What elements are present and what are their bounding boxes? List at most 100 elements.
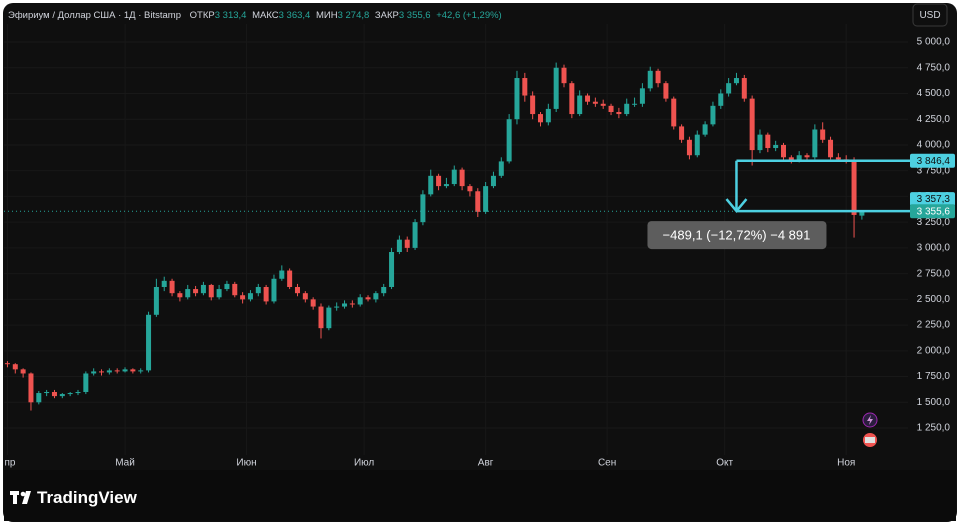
candle-body	[530, 95, 536, 115]
side-icons	[862, 412, 878, 447]
candle-body	[788, 157, 794, 161]
candle-body	[412, 222, 418, 248]
overlay: 1 250,0 1 500,0 1 750,0 2 000,0 2 250,0 2 500…	[5, 37, 955, 469]
candle-body	[663, 83, 669, 99]
x-tick-label: Май	[115, 458, 135, 469]
candle-body	[780, 144, 786, 158]
candle-body	[765, 134, 771, 149]
y-tick-label: 5 000,0	[917, 37, 951, 48]
candle-body	[632, 103, 638, 105]
symbol: Эфириум / Доллар США · 1Д · Bitstamp	[8, 10, 181, 21]
candle-body	[483, 186, 489, 212]
ohlc-value: 3 363,4	[279, 10, 311, 21]
x-tick-label: Окт	[716, 458, 733, 469]
y-tick-label: 3 000,0	[917, 243, 951, 254]
x-tick-label: Июл	[354, 458, 374, 469]
candle-body	[812, 129, 818, 158]
measure-text: −489,1 (−12,72%) −4 891	[663, 228, 811, 243]
measure-to-label: 3 357,3	[917, 194, 951, 205]
y-tick-label: 4 000,0	[917, 140, 951, 151]
x-tick-label: Июн	[236, 458, 256, 469]
x-tick-label: Сен	[598, 458, 616, 469]
y-tick-label: 2 000,0	[917, 345, 951, 356]
y-tick-label: 4 750,0	[917, 62, 951, 73]
candle-body	[373, 293, 379, 300]
candle-body	[569, 83, 575, 115]
candle-body	[686, 139, 692, 156]
candle-body	[804, 155, 810, 158]
candle-body	[75, 392, 81, 394]
candle-body	[279, 270, 285, 279]
candle-body	[130, 369, 136, 372]
candle-body	[820, 129, 826, 140]
candle-body	[349, 303, 355, 305]
candle-body	[287, 270, 293, 287]
last-price-label: 3 355,6	[917, 206, 951, 217]
candle-body	[193, 289, 199, 294]
candle-body	[122, 369, 128, 372]
candle-body	[169, 280, 175, 294]
candle-body	[36, 393, 42, 403]
candle-body	[420, 194, 426, 223]
candle-body	[726, 83, 732, 94]
candle-body	[153, 287, 159, 315]
candle-body	[247, 293, 253, 300]
candle-body	[161, 280, 167, 287]
x-tick-label: Ноя	[837, 458, 855, 469]
candle-body	[835, 157, 841, 160]
y-tick-label: 1 250,0	[917, 423, 951, 434]
candle-body	[702, 124, 708, 135]
ohlc-label: МАКС	[252, 10, 279, 21]
logo-part	[20, 491, 26, 497]
candle-body	[616, 112, 622, 115]
candle-body	[208, 284, 214, 298]
candle-body	[537, 114, 543, 123]
candle-body	[310, 299, 316, 307]
logo-part	[22, 491, 31, 504]
candle-body	[694, 134, 700, 156]
candle-body	[404, 239, 410, 248]
candle-body	[381, 287, 387, 294]
candle-body	[12, 364, 18, 370]
currency-button[interactable]: USD	[912, 3, 948, 27]
y-tick-label: 3 250,0	[917, 217, 951, 228]
candle-body	[67, 393, 73, 395]
candle-body	[99, 371, 105, 373]
brand: TradingView	[10, 488, 138, 507]
candle-body	[851, 160, 857, 215]
candle-body	[647, 70, 653, 89]
brand-name: TradingView	[37, 488, 138, 507]
candle-body	[342, 303, 348, 307]
candle-body	[240, 295, 246, 300]
x-tick-label: Авг	[478, 458, 494, 469]
candle-body	[624, 103, 630, 115]
candle-body	[255, 287, 261, 294]
candle-body	[83, 373, 89, 392]
candle-body	[553, 67, 559, 109]
candle-body	[514, 78, 520, 120]
y-tick-label: 3 750,0	[917, 165, 951, 176]
candle-body	[44, 392, 50, 394]
icon-glyph	[867, 415, 873, 425]
candle-body	[796, 155, 802, 161]
y-tick-label: 2 250,0	[917, 320, 951, 331]
button-frame	[912, 3, 948, 27]
candle-body	[396, 239, 402, 252]
ohlc-label: МИН	[316, 10, 338, 21]
candle-body	[389, 252, 395, 287]
ohlc-label: ОТКР	[190, 10, 215, 21]
candle-body	[200, 284, 206, 294]
candle-body	[671, 98, 677, 127]
candle-body	[428, 175, 434, 195]
candle-body	[294, 287, 300, 294]
measure-from-label-box	[910, 153, 955, 168]
candle-body	[138, 370, 144, 372]
measure-from-label: 3 846,4	[917, 156, 951, 167]
candle-body	[467, 186, 473, 192]
candle-body	[655, 70, 661, 84]
last-price-label-box	[910, 204, 955, 219]
candle-body	[773, 144, 779, 149]
candle-body	[224, 283, 230, 290]
candle-body	[232, 283, 238, 296]
